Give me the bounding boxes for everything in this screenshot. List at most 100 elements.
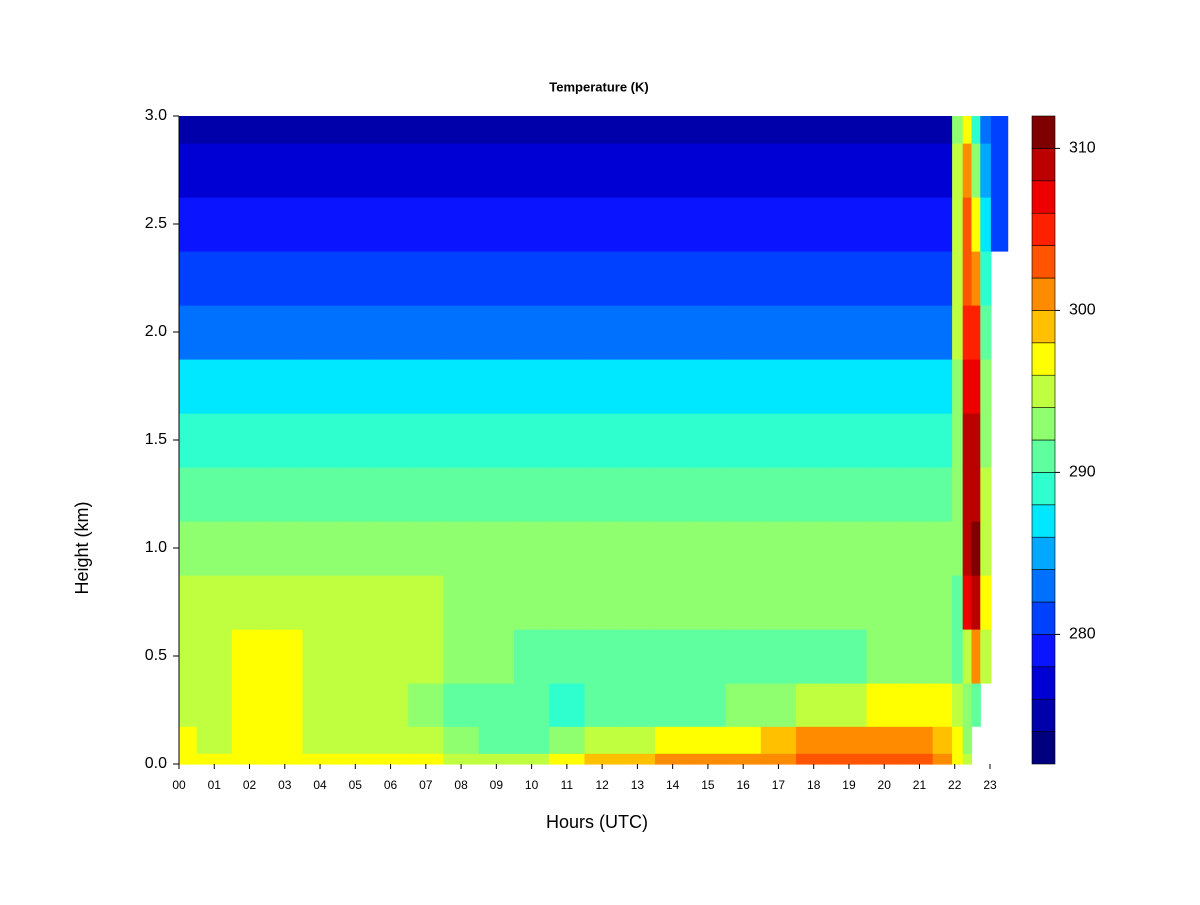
colorbar-bin (1031, 148, 1056, 182)
heat-cell (962, 726, 973, 754)
heat-cell (866, 521, 903, 576)
heat-cell (971, 251, 981, 306)
x-tick-label: 19 (842, 778, 856, 792)
colorbar-bin (1031, 569, 1056, 603)
heat-cell (866, 683, 903, 727)
heat-cell (179, 116, 198, 144)
heat-cell (196, 305, 233, 360)
heat-cell (901, 143, 934, 198)
heat-cell (267, 413, 304, 468)
heat-cell (796, 143, 832, 198)
heat-cell (760, 143, 797, 198)
heat-cell (231, 629, 268, 684)
y-tick-label: 1.5 (145, 431, 167, 448)
heat-cell (725, 467, 762, 522)
heat-cell (952, 467, 964, 522)
heat-cell (796, 575, 832, 630)
x-tick-label: 00 (172, 778, 186, 792)
heat-cell (231, 726, 268, 754)
heat-cell (302, 629, 339, 684)
heat-cell (231, 467, 268, 522)
heat-cell (513, 116, 550, 144)
heat-cell (690, 726, 727, 754)
heat-cell (901, 413, 934, 468)
heat-cell (952, 251, 964, 306)
heat-cell (231, 143, 268, 198)
heat-cell (372, 726, 409, 754)
heat-cell (831, 467, 868, 522)
heat-cell (962, 305, 973, 360)
heat-cell (443, 467, 480, 522)
heat-cell (901, 629, 934, 684)
heat-cell (796, 629, 832, 684)
heat-cell (990, 116, 1009, 144)
heat-cell (443, 413, 480, 468)
heat-cell (971, 305, 981, 360)
heat-cell (408, 629, 445, 684)
heat-cell (478, 629, 515, 684)
colorbar-bin (1031, 407, 1056, 441)
heat-cell (655, 683, 691, 727)
heat-cell (549, 575, 586, 630)
heat-cell (231, 305, 268, 360)
heat-cell (549, 116, 586, 144)
heat-cell (267, 683, 304, 727)
heat-cell (932, 575, 953, 630)
heat-cell (443, 726, 480, 754)
heat-cell (478, 116, 515, 144)
heat-cell (901, 683, 934, 727)
heat-cell (302, 575, 339, 630)
heat-cell (796, 359, 832, 414)
heat-cell (513, 726, 550, 754)
heat-cell (408, 359, 445, 414)
heat-cell (196, 359, 233, 414)
colorbar-tick-label: 300 (1069, 302, 1096, 319)
heat-cell (337, 143, 374, 198)
heat-cell (179, 683, 198, 727)
heat-cell (584, 726, 621, 754)
heat-cell (866, 575, 903, 630)
heat-cell (231, 521, 268, 576)
heat-cell (655, 726, 691, 754)
heat-cell (952, 413, 964, 468)
heat-cell (302, 143, 339, 198)
heat-cell (584, 575, 621, 630)
heat-cell (725, 753, 762, 765)
heat-cell (866, 305, 903, 360)
heat-cell (962, 359, 973, 414)
heat-cell (725, 251, 762, 306)
heat-cell (549, 753, 586, 765)
colorbar-tick-label: 290 (1069, 464, 1096, 481)
heat-cell (901, 521, 934, 576)
heat-cell (619, 143, 656, 198)
heat-cell (196, 413, 233, 468)
heat-cell (179, 305, 198, 360)
heat-cell (302, 683, 339, 727)
heat-cell (725, 305, 762, 360)
colorbar-bin (1031, 310, 1056, 344)
x-tick-label: 17 (772, 778, 786, 792)
x-tick-label: 01 (208, 778, 222, 792)
heat-cell (179, 413, 198, 468)
heat-cell (831, 683, 868, 727)
heat-cell (337, 197, 374, 252)
heat-cell (952, 575, 964, 630)
heat-cell (690, 683, 727, 727)
heat-cell (866, 197, 903, 252)
heat-cell (372, 413, 409, 468)
heat-cell (372, 305, 409, 360)
heat-cell (443, 753, 480, 765)
heat-cell (443, 683, 480, 727)
heat-cell (831, 575, 868, 630)
heat-cell (831, 413, 868, 468)
heat-cell (932, 629, 953, 684)
heat-cell (796, 726, 832, 754)
x-tick-label: 23 (983, 778, 997, 792)
heat-cell (760, 726, 797, 754)
x-tick-label: 21 (913, 778, 927, 792)
heat-cell (231, 753, 268, 765)
heat-cell (952, 359, 964, 414)
heat-cell (866, 467, 903, 522)
heat-cell (690, 629, 727, 684)
heat-cell (372, 116, 409, 144)
